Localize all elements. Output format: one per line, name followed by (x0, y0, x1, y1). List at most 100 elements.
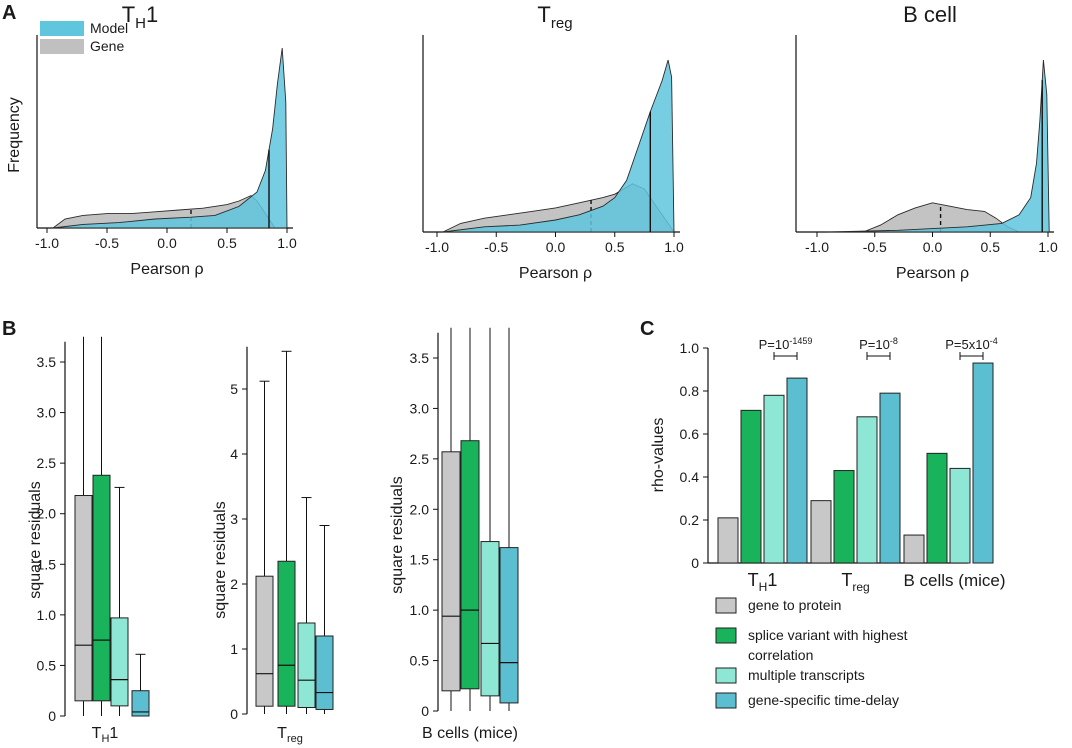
y-tick-label: 1.5 (37, 556, 57, 572)
legend-label-model: Model (90, 20, 128, 36)
x-tick-label: -1.0 (805, 239, 829, 255)
bar (740, 409, 762, 564)
y-tick-label: 3.0 (410, 400, 430, 416)
bar (972, 362, 994, 564)
y-tick-label: 2.5 (37, 455, 57, 471)
y-tick-label: 0 (691, 555, 699, 571)
pvalue-label: P=10-8 (859, 336, 898, 352)
y-tick-label: 0 (48, 708, 56, 724)
y-tick-label: 1.5 (410, 552, 430, 568)
y-tick-label: 0.8 (680, 383, 700, 399)
x-tick-label: 0.0 (546, 239, 566, 255)
bar (833, 470, 855, 564)
y-tick-label: 0.6 (680, 426, 700, 442)
legend-label: gene-specific time-delay (748, 692, 899, 708)
x-axis-label: B cells (mice) (422, 725, 518, 742)
x-tick-label: 1.0 (1038, 239, 1058, 255)
legend-swatch-model (40, 21, 84, 36)
y-tick-label: 0.5 (410, 653, 430, 669)
box-rect (131, 690, 150, 717)
pvalue-label: P=5x10-4 (945, 336, 997, 352)
x-tick-label: 1.0 (277, 235, 297, 251)
density-plot-treg: Treg -1.0 -0.5 0.0 0.5 1.0 Pearson ρ (422, 2, 684, 282)
y-tick-label: 2.5 (410, 451, 430, 467)
density-area-model (442, 59, 675, 233)
x-tick-label: -0.5 (484, 239, 508, 255)
y-tick-label: 3 (230, 511, 238, 527)
y-tick-label: 0 (421, 703, 429, 719)
y-axis-label: rho-values (650, 418, 667, 493)
y-axis-label: square residuals (27, 481, 44, 598)
y-tick-label: 5 (230, 381, 238, 397)
box-4 (131, 653, 150, 717)
y-tick-label: 2 (230, 576, 238, 592)
boxplot-th1: 0 0.5 1.0 1.5 2.0 2.5 3.0 3.5 square residuals TH… (27, 336, 150, 745)
box-rect (110, 617, 129, 707)
y-tick-label: 0.5 (37, 657, 57, 673)
panel-label-b: B (2, 318, 16, 340)
y-axis-label: square residuals (212, 501, 229, 618)
y-tick-label: 1 (230, 641, 238, 657)
x-tick-label: 0.0 (157, 235, 177, 251)
box-4 (499, 327, 519, 711)
box-rect (74, 495, 93, 702)
y-tick-label: 2.0 (37, 506, 57, 522)
boxplot-bcells: 0 0.5 1.0 1.5 2.0 2.5 3.0 3.5 square residuals B … (389, 327, 519, 742)
x-tick-label: 0.0 (923, 239, 943, 255)
bar (879, 392, 901, 564)
x-tick-label: 0.5 (981, 239, 1001, 255)
box-rect (460, 440, 480, 690)
legend-swatch (715, 692, 737, 709)
box-rect (277, 560, 296, 707)
density-plot-th1: TH1 -1.0 -0.5 0.0 0.5 1.0 Pearson ρ Frequency (6, 2, 297, 278)
x-tick-label: 1.0 (664, 239, 684, 255)
plot-title: TH1 (122, 2, 159, 32)
density-plot-bcell: B cell -1.0 -0.5 0.0 0.5 1.0 Pearson ρ (795, 2, 1058, 282)
x-axis-label: TH1 (92, 725, 119, 745)
bar (926, 452, 948, 564)
box-1 (441, 327, 461, 711)
box-rect (315, 635, 334, 710)
y-tick-label: 2.0 (410, 501, 430, 517)
legend-label-cont: correlation (748, 647, 813, 663)
bar (903, 534, 925, 564)
bar (717, 517, 739, 564)
legend-label-gene: Gene (90, 38, 124, 54)
bar-chart-rho: 0 0.2 0.4 0.6 0.8 1.0 rho-values TH1 P=10-1459 Tr… (650, 336, 1006, 709)
x-axis-label: Pearson ρ (130, 261, 203, 278)
box-1 (255, 380, 274, 714)
legend-label: gene to protein (748, 597, 841, 613)
x-axis-label: Treg (277, 725, 303, 745)
y-axis-label: square residuals (389, 476, 406, 593)
bar (949, 467, 971, 564)
panel-label-c: C (640, 318, 654, 340)
box-2 (92, 336, 111, 716)
box-rect (480, 541, 500, 697)
density-area-model (52, 47, 288, 229)
bar (763, 394, 785, 564)
box-3 (110, 486, 129, 716)
y-tick-label: 0 (230, 706, 238, 722)
group-label: TH1 (748, 570, 778, 594)
bar (786, 377, 808, 564)
y-tick-label: 3.5 (37, 354, 57, 370)
y-tick-label: 0.2 (680, 512, 700, 528)
boxplot-treg: 0 1 2 3 4 5 square residuals Treg (212, 346, 334, 745)
box-rect (255, 575, 274, 707)
legend-label: multiple transcripts (748, 667, 865, 683)
y-tick-label: 3.0 (37, 405, 57, 421)
x-tick-label: 0.5 (605, 239, 625, 255)
box-rect (441, 451, 461, 692)
y-tick-label: 1.0 (37, 607, 57, 623)
y-tick-label: 1.0 (410, 602, 430, 618)
density-area-model (828, 59, 1050, 233)
pvalue-label: P=10-1459 (759, 336, 813, 352)
box-rect (92, 474, 111, 702)
y-tick-label: 0.4 (680, 469, 700, 485)
x-tick-label: 0.5 (217, 235, 237, 251)
group-label: B cells (mice) (903, 571, 1005, 590)
box-1 (74, 336, 93, 716)
box-3 (297, 497, 316, 714)
x-tick-label: -1.0 (35, 235, 59, 251)
